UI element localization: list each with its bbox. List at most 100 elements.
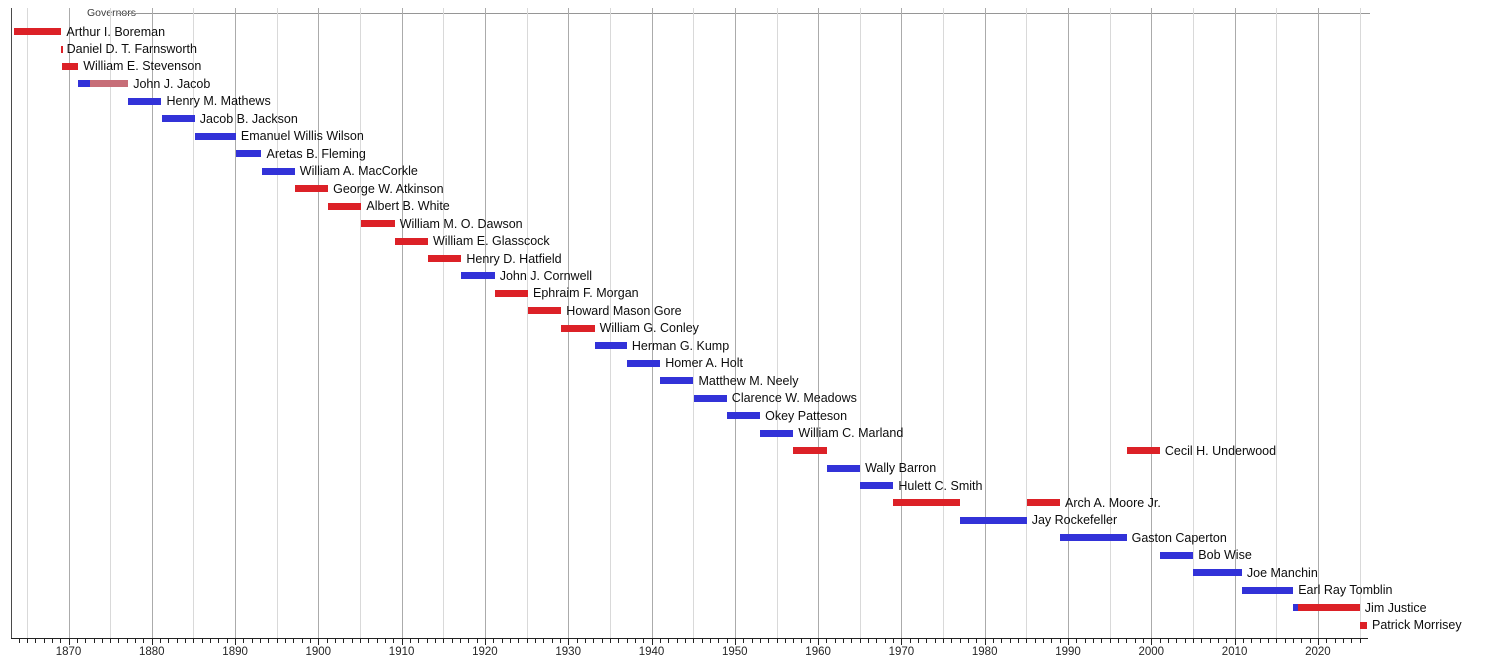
term-bar [14, 28, 62, 35]
gridline-1895 [276, 8, 278, 638]
governor-name-label: Cecil H. Underwood [1164, 443, 1277, 458]
axis-tick-1915 [443, 639, 445, 643]
axis-tick-1987 [1043, 639, 1044, 643]
axis-tick-1908 [385, 639, 386, 643]
axis-tick-1881 [160, 639, 162, 643]
governor-name-label: George W. Atkinson [333, 181, 444, 196]
axis-tick-2012 [1251, 639, 1253, 643]
governor-name-label: Howard Mason Gore [566, 303, 682, 318]
governor-name-label: Earl Ray Tomblin [1298, 583, 1393, 598]
axis-tick-2024 [1351, 639, 1353, 643]
axis-tick-2011 [1242, 639, 1244, 643]
axis-tick-1976 [951, 639, 953, 643]
x-axis-line [11, 638, 1368, 639]
gridline-1980 [984, 8, 986, 638]
governor-name-label: Bob Wise [1198, 548, 1252, 563]
gridline-1910 [401, 8, 403, 638]
term-bar [161, 115, 195, 123]
term-bar [361, 220, 395, 228]
governor-name-label: Hulett C. Smith [898, 478, 983, 493]
axis-tick-1971 [909, 639, 911, 643]
governor-name-label: William E. Glasscock [433, 234, 550, 248]
gridline-1935 [609, 8, 611, 638]
term-bar [594, 342, 627, 350]
axis-tick-1978 [968, 639, 969, 643]
term-bar [1060, 534, 1127, 542]
axis-tick-1875 [110, 639, 112, 643]
gridline-2020 [1317, 8, 1319, 638]
axis-tick-1967 [876, 639, 878, 643]
axis-tick-1988 [1051, 639, 1053, 643]
governor-name-label: William C. Marland [798, 426, 904, 441]
governor-name-label: Henry D. Hatfield [466, 251, 562, 266]
term-bar [528, 307, 562, 315]
term-bar [660, 377, 694, 385]
governor-name-label: Albert B. White [366, 199, 450, 214]
axis-tick-1974 [934, 639, 936, 643]
axis-tick-1977 [959, 639, 961, 643]
chart-title: Governors [87, 7, 137, 19]
governor-name-label: Jacob B. Jackson [199, 111, 298, 126]
axis-tick-1954 [768, 639, 770, 643]
axis-tick-1981 [993, 639, 994, 643]
axis-tick-1909 [393, 639, 395, 643]
axis-tick-1964 [851, 639, 853, 643]
axis-tick-1864 [18, 639, 20, 643]
axis-tick-1924 [518, 639, 520, 643]
gridline-2005 [1192, 8, 1194, 638]
axis-tick-1986 [1034, 639, 1036, 643]
axis-tick-1898 [301, 639, 303, 643]
axis-tick-label: 1970 [888, 646, 915, 658]
governor-name-label: Aretas B. Fleming [266, 146, 366, 161]
axis-tick-label: 1980 [971, 646, 998, 658]
term-bar [494, 289, 528, 297]
governor-name-label: Daniel D. T. Farnsworth [66, 42, 197, 56]
term-bar [394, 237, 428, 245]
axis-tick-1896 [285, 639, 286, 643]
axis-tick-1883 [176, 639, 178, 643]
axis-tick-1963 [843, 639, 845, 643]
axis-tick-1874 [101, 639, 103, 643]
axis-tick-1983 [1009, 639, 1011, 643]
axis-tick-label: 1880 [139, 646, 165, 658]
axis-tick-1956 [784, 639, 786, 643]
axis-tick-1990 [1068, 639, 1069, 645]
axis-tick-1895 [276, 639, 278, 643]
axis-tick-label: 2020 [1305, 646, 1331, 658]
axis-tick-1865 [26, 639, 28, 643]
gridline-1960 [818, 8, 820, 638]
axis-tick-1873 [93, 639, 95, 643]
governor-name-label: John J. Cornwell [499, 268, 593, 283]
axis-tick-1965 [859, 639, 861, 643]
governor-name-label: Clarence W. Meadows [731, 391, 857, 406]
y-axis-spine [11, 8, 12, 638]
gridline-1995 [1109, 8, 1111, 638]
axis-tick-2004 [1184, 639, 1186, 643]
governor-name-label: Emanuel Willis Wilson [240, 129, 364, 144]
axis-tick-1876 [118, 639, 120, 643]
term-bar [294, 185, 329, 193]
axis-tick-1972 [918, 639, 920, 643]
axis-tick-1879 [143, 639, 145, 643]
axis-tick-1993 [1093, 639, 1094, 643]
term-bar [461, 272, 495, 280]
axis-tick-1937 [626, 639, 628, 643]
axis-tick-1961 [826, 639, 828, 643]
axis-tick-1947 [709, 639, 711, 643]
axis-tick-2000 [1151, 639, 1153, 645]
axis-tick-1932 [584, 639, 586, 643]
axis-tick-1934 [601, 639, 603, 643]
governor-name-label: John J. Jacob [133, 76, 211, 91]
axis-tick-1916 [451, 639, 453, 643]
gridline-1975 [943, 8, 944, 638]
axis-tick-1888 [218, 639, 220, 643]
axis-tick-1997 [1126, 639, 1128, 643]
axis-tick-2006 [1201, 639, 1203, 643]
axis-tick-label: 1950 [722, 646, 748, 658]
term-bar [1298, 604, 1360, 612]
governor-name-label: Arthur I. Boreman [66, 24, 166, 39]
axis-tick-1925 [526, 639, 528, 643]
axis-tick-1950 [734, 639, 736, 645]
gridline-1900 [318, 8, 320, 638]
